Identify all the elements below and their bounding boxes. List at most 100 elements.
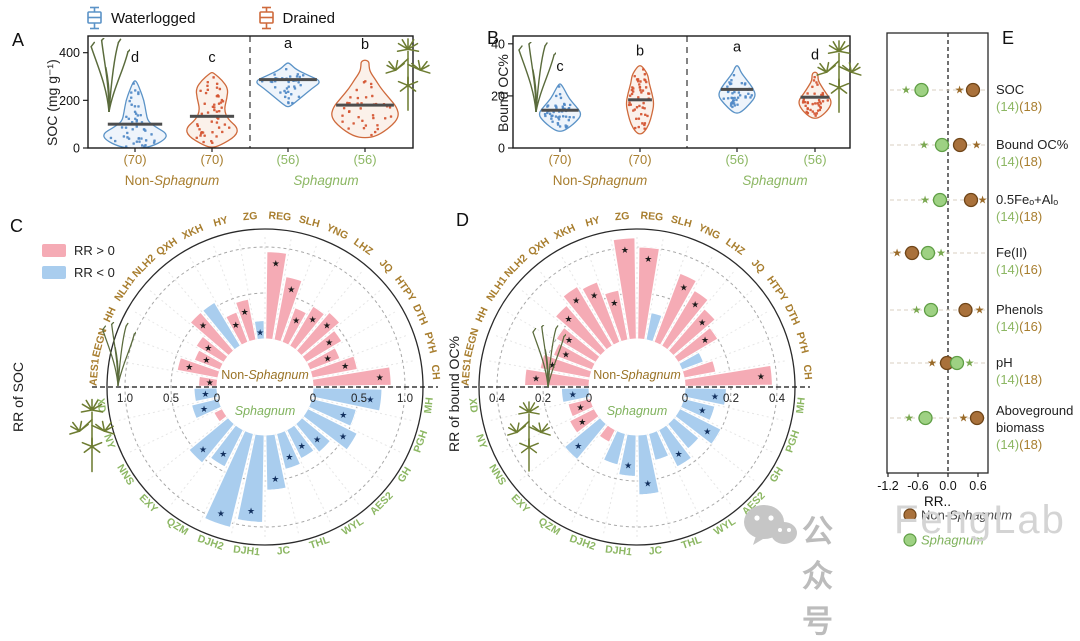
rr-bar-NLH2 [554, 304, 607, 357]
plot-frame [512, 35, 851, 149]
rr-bar-EEGN [176, 356, 221, 379]
sig-star: ★ [202, 355, 210, 365]
svg-text:Non-Sphagnum: Non-Sphagnum [125, 173, 220, 188]
rr-neg-label: RR < 0 [74, 265, 115, 280]
sig-star: ★ [325, 338, 333, 348]
rr-bar-JC [265, 433, 287, 491]
x-tick-label: -0.6 [907, 479, 929, 493]
svg-text:Sphagnum: Sphagnum [921, 533, 984, 548]
violin-outline [331, 59, 399, 139]
site-label-ZG: ZG [614, 210, 630, 223]
svg-text:Sphagnum: Sphagnum [607, 404, 667, 418]
sig-star: ★ [565, 314, 573, 324]
rr-bar-QZM [209, 424, 245, 468]
sig-star: ★ [341, 361, 349, 371]
rr-bar-NLH1 [555, 326, 601, 364]
sig-letter: a [733, 40, 742, 56]
legend-label-waterlogged: Waterlogged [111, 9, 196, 27]
mean-line [800, 95, 830, 99]
site-label-PYH: PYH [422, 331, 439, 355]
row-label: Phenols [996, 302, 1043, 317]
svg-text:Sphagnum: Sphagnum [235, 404, 295, 418]
site-label-PGH: PGH [783, 429, 802, 454]
non-sphagnum-star: ★ [959, 413, 969, 425]
sig-star: ★ [232, 320, 240, 330]
sig-star: ★ [298, 441, 306, 451]
panel-b-chart: c (70) b (70) a (56) d (56) 0 20 40 Non-Sphagnum Sph… [491, 35, 851, 188]
sig-star: ★ [285, 452, 293, 462]
sig-star: ★ [366, 394, 374, 404]
panel-label-b: B [487, 28, 500, 48]
rr-bar-EXY [563, 416, 608, 461]
site-label-SLH: SLH [298, 213, 321, 230]
rr-bar-NNS [213, 407, 228, 423]
sig-letter: c [556, 59, 563, 75]
sample-count: (56) [353, 152, 376, 167]
sig-star: ★ [271, 474, 279, 484]
rr-bar-CH [683, 364, 773, 387]
rr-bar-PYH [309, 355, 358, 379]
row-counts: (14)(16) [996, 262, 1042, 277]
rr-bar-DJH1 [236, 433, 265, 523]
sig-star: ★ [703, 427, 711, 437]
rr-bar-CH [311, 366, 392, 387]
legend-item-drained: Drained [258, 6, 335, 30]
rr-bar-WYL [657, 424, 693, 468]
sphagnum-dot [949, 355, 965, 371]
sig-star: ★ [590, 291, 598, 301]
panel-label-e: E [1002, 28, 1015, 48]
rr-bar-AES1 [198, 375, 219, 387]
site-label-SLH: SLH [670, 213, 693, 230]
site-label-HY: HY [584, 214, 601, 229]
boxplot-icon-drained [258, 6, 274, 30]
site-label-DTH: DTH [410, 302, 430, 327]
rr-bar-DJH2 [203, 429, 255, 528]
rr-bar-HY [234, 298, 257, 343]
r-tick-label: 0.2 [723, 393, 739, 405]
site-label-AES1: AES1 [459, 358, 473, 387]
site-label-ZG: ZG [242, 210, 258, 223]
sample-count: (56) [725, 152, 748, 167]
mean-line [628, 98, 652, 102]
legend-item-waterlogged: Waterlogged [86, 6, 196, 30]
site-label-EEGN: EEGN [462, 327, 481, 359]
sig-star: ★ [199, 321, 207, 331]
rr-bar-QXH [201, 301, 242, 351]
panel-label-d: D [456, 210, 469, 230]
site-label-YNG: YNG [324, 222, 350, 242]
rr-bar-AES1 [524, 368, 591, 387]
site-label-HH: HH [473, 305, 490, 324]
boxplot-icon-waterlogged [87, 6, 102, 30]
x-tick-label: -1.2 [877, 479, 899, 493]
rr-bar-LHZ [660, 289, 709, 351]
row-label: pH [996, 355, 1013, 370]
site-label-CH: CH [801, 364, 814, 380]
panel-label-c: C [10, 216, 23, 236]
site-label-REG: REG [268, 210, 292, 224]
violin-outline [538, 83, 582, 132]
site-label-QXH: QXH [526, 235, 552, 258]
sig-star: ★ [691, 299, 699, 309]
site-label-XD: XD [466, 398, 480, 414]
svg-text:Sphagnum: Sphagnum [293, 173, 358, 188]
site-label-HY: HY [212, 214, 229, 229]
figure-canvas: { "colors": { "waterlogged": "#5b93c7", … [10, 6, 1074, 639]
rr-bar-HH [193, 349, 224, 371]
sample-count: (70) [628, 152, 651, 167]
rr-bar-QXH [562, 285, 614, 351]
site-label-QXH: QXH [154, 235, 180, 258]
sig-star: ★ [256, 327, 264, 337]
svg-text:Sphagnum: Sphagnum [742, 173, 807, 188]
sphagnum-dot [932, 192, 948, 208]
rr-bar-JQ [295, 311, 341, 357]
sig-letter: d [811, 47, 819, 63]
sphagnum-star: ★ [901, 85, 911, 97]
sig-star: ★ [199, 444, 207, 454]
sig-star: ★ [339, 432, 347, 442]
moss-icon [69, 398, 115, 473]
sig-star: ★ [241, 307, 249, 317]
site-label-JQ: JQ [749, 257, 767, 275]
rr-bar-LHZ [288, 305, 326, 351]
scatter-points [195, 76, 231, 145]
